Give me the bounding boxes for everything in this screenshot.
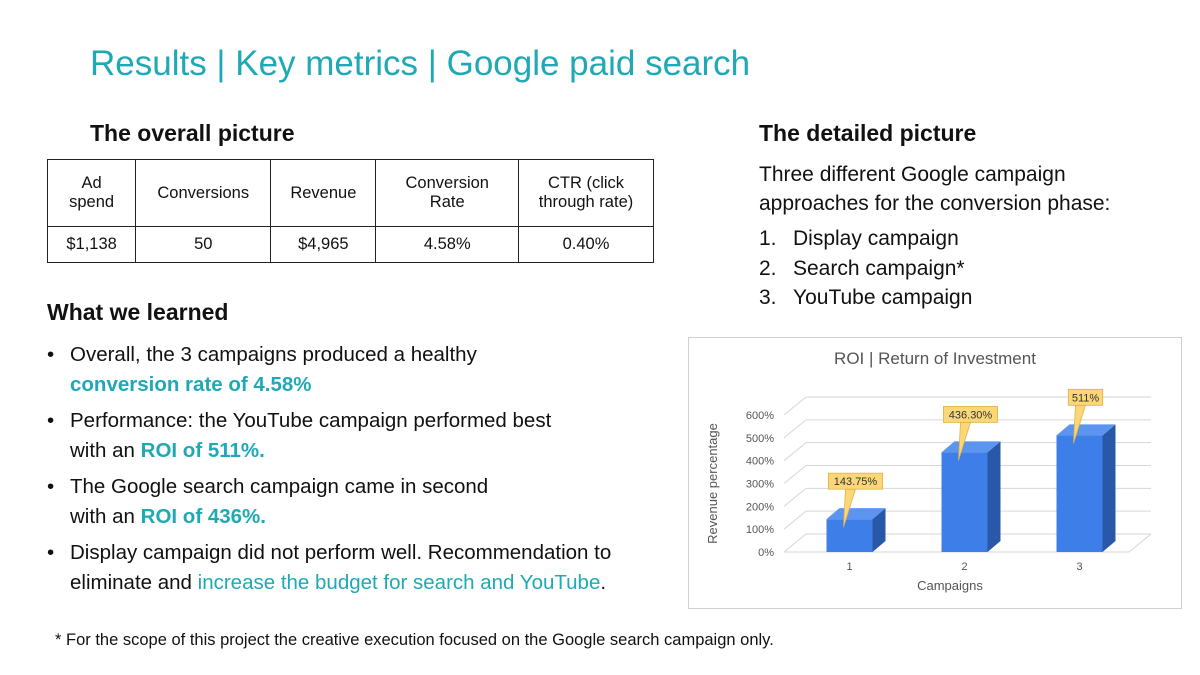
gridline [783, 533, 807, 553]
bar-side [987, 441, 1001, 552]
value-conversions: 50 [135, 226, 272, 263]
metrics-table: Ad spend Conversions Revenue Conversion … [46, 159, 654, 263]
bar [826, 519, 873, 552]
gridline [783, 396, 807, 416]
item-text-prefix: with an [70, 505, 141, 528]
gridline [783, 465, 807, 484]
item-text-suffix: . [600, 571, 607, 594]
bar-side [1102, 424, 1116, 552]
overall-heading: The overall picture [90, 120, 295, 146]
detailed-intro: Three different Google campaign approach… [759, 163, 1111, 215]
y-tick-label: 0% [758, 547, 774, 559]
x-tick-label: 2 [961, 561, 967, 573]
detailed-heading: The detailed picture [759, 120, 977, 146]
data-label-box [827, 472, 883, 490]
list-number: 3. [759, 286, 777, 309]
item-text: Overall, the 3 campaigns produced a heal… [70, 343, 477, 366]
bullet: • [47, 541, 55, 564]
list-number: 1. [759, 227, 777, 250]
list-item: 1. Display campaign [759, 224, 972, 254]
value-ad-spend: $1,138 [46, 226, 137, 263]
item-highlight: ROI of 511%. [140, 439, 265, 462]
item-text: The Google search campaign came in secon… [70, 475, 489, 498]
bullet: • [47, 475, 55, 498]
y-axis-label: Revenue percentage [705, 423, 720, 544]
header-ctr: CTR (click through rate) [518, 159, 654, 227]
value-conversion-rate: 4.58% [375, 226, 520, 263]
item-text-prefix: eliminate and [70, 571, 198, 594]
header-conversion-rate: Conversion Rate [375, 159, 520, 227]
item-highlight: increase the budget for search and YouTu… [197, 571, 601, 594]
data-label: 143.75% [834, 476, 878, 488]
list-item: • Display campaign did not perform well.… [47, 538, 687, 598]
item-text-prefix: with an [70, 439, 141, 462]
x-axis-label: Campaigns [917, 578, 983, 593]
list-item: • Performance: the YouTube campaign perf… [47, 406, 687, 466]
item-highlight: ROI of 436%. [140, 505, 266, 528]
bullet: • [47, 409, 55, 432]
gridline [783, 442, 807, 462]
gridline [783, 419, 807, 439]
list-label: Search campaign* [793, 256, 965, 280]
list-item: 3. YouTube campaign [759, 283, 972, 313]
learned-list: • Overall, the 3 campaigns produced a he… [47, 340, 687, 604]
value-revenue: $4,965 [270, 226, 377, 263]
y-tick-label: 500% [746, 433, 774, 445]
list-item: • Overall, the 3 campaigns produced a he… [47, 340, 687, 400]
header-ad-spend: Ad spend [46, 159, 137, 227]
header-conversions: Conversions [135, 159, 272, 227]
learned-heading: What we learned [47, 299, 229, 325]
data-label: 511% [1072, 392, 1100, 404]
bar-top [941, 441, 1001, 453]
bar-side [872, 508, 886, 552]
list-item: • The Google search campaign came in sec… [47, 472, 687, 532]
y-tick-label: 300% [746, 479, 774, 491]
x-tick-label: 1 [846, 561, 852, 573]
bar [941, 452, 988, 552]
header-revenue: Revenue [270, 159, 377, 227]
data-label-box [942, 405, 998, 423]
bar-top [1056, 424, 1116, 436]
axis-floor [1128, 533, 1152, 553]
item-text: Display campaign did not perform well. R… [70, 541, 612, 564]
data-label: 436.30% [949, 409, 993, 421]
value-ctr: 0.40% [518, 226, 654, 263]
bar-top [826, 508, 886, 520]
x-tick-label: 3 [1076, 561, 1082, 573]
chart-title: ROI | Return of Investment [834, 349, 1036, 368]
list-number: 2. [759, 256, 777, 280]
bullet: • [47, 343, 55, 366]
y-tick-label: 400% [746, 456, 774, 468]
list-item: 2. Search campaign* [759, 254, 972, 284]
footnote: * For the scope of this project the crea… [55, 631, 774, 649]
list-label: YouTube campaign [793, 286, 973, 309]
gridline [783, 510, 807, 530]
item-highlight: conversion rate of 4.58% [70, 373, 312, 396]
campaign-list: 1. Display campaign 2. Search campaign* 3.… [759, 224, 972, 313]
item-text: Performance: the YouTube campaign perfor… [70, 409, 552, 432]
list-label: Display campaign [793, 227, 959, 250]
page-title: Results | Key metrics | Google paid sear… [90, 44, 751, 83]
y-tick-label: 600% [746, 410, 774, 422]
gridline [783, 487, 807, 507]
table-header-row: Ad spend Conversions Revenue Conversion … [46, 159, 654, 227]
y-tick-label: 200% [746, 501, 774, 513]
bar [1056, 435, 1103, 552]
roi-chart: ROI | Return of Investment 0% 100% 200% 300%… [688, 337, 1182, 609]
data-label-box [1067, 388, 1104, 406]
roi-chart-svg: ROI | Return of Investment 0% 100% 200% 300%… [705, 349, 1152, 593]
table-row: $1,138 50 $4,965 4.58% 0.40% [46, 226, 654, 263]
y-tick-label: 100% [746, 524, 774, 536]
